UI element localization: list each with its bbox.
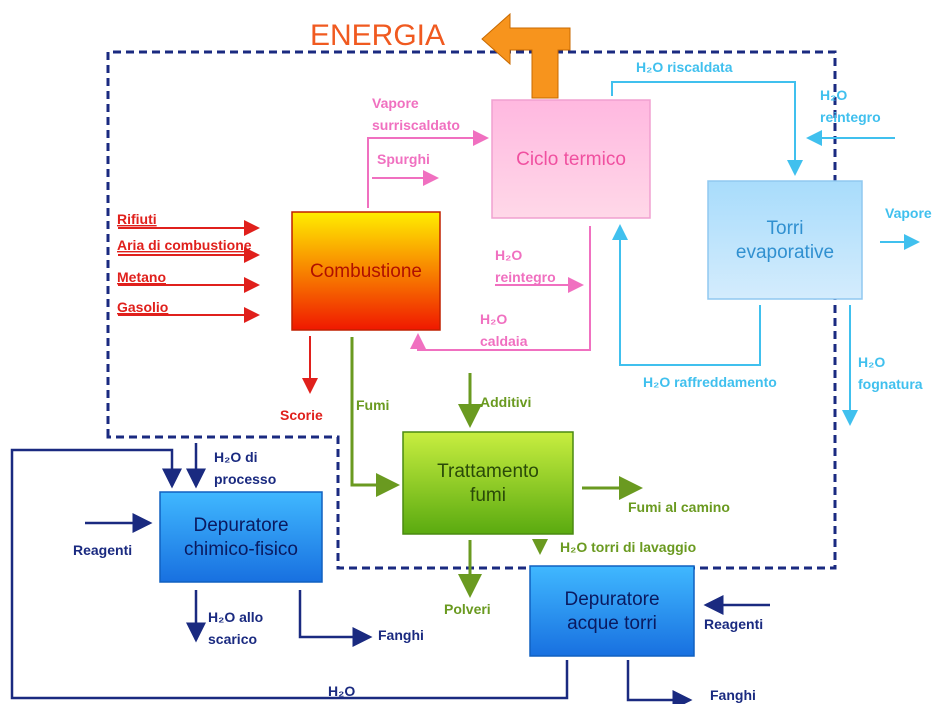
flow-label: H₂O reintegro	[820, 87, 881, 125]
node-label-line: chimico-fisico	[184, 539, 298, 560]
flow-label: H₂O riscaldata	[636, 59, 733, 75]
flow-label-line: Rifiuti	[117, 211, 157, 227]
flow-label-line: H₂O allo	[208, 609, 263, 625]
node-label: Torri evaporative	[736, 218, 834, 263]
flow-label-line: H₂O torri di lavaggio	[560, 539, 696, 555]
flow-label: H₂O fognatura	[858, 354, 923, 392]
flow-label: H₂O raffreddamento	[643, 374, 777, 390]
flow-label-line: H₂O	[328, 683, 355, 699]
node-label: Ciclo termico	[516, 149, 626, 170]
boundary	[106, 50, 837, 570]
node-label-line: acque torri	[567, 613, 657, 634]
flow-label: Additivi	[480, 394, 531, 410]
flow-label-line: H₂O	[858, 354, 885, 370]
flow-label-line: H₂O	[820, 87, 847, 103]
flow-label: Rifiuti	[117, 211, 157, 227]
flow-label-line: Metano	[117, 269, 166, 285]
node-label: Trattamento fumi	[437, 461, 539, 506]
node-box	[402, 431, 574, 535]
flow-label: Aria di combustione	[117, 237, 252, 253]
node-label-line: Torri	[767, 218, 804, 239]
node-label-line: evaporative	[736, 242, 834, 263]
flow-label-line: Fumi	[356, 397, 389, 413]
flow-label: Spurghi	[377, 151, 430, 167]
flow-label: Reagenti	[704, 616, 763, 632]
node: Depuratore acque torri	[529, 565, 695, 657]
node-label: Combustione	[310, 261, 422, 282]
node-label-line: fumi	[470, 485, 506, 506]
flow-label-line: Aria di combustione	[117, 237, 252, 253]
flow-label-line: Fanghi	[378, 627, 424, 643]
node: Depuratore chimico-fisico	[159, 491, 323, 583]
flow-label-line: reintegro	[495, 269, 556, 285]
flow-label: Vapore	[885, 205, 932, 221]
node-box	[291, 211, 441, 331]
flow-label-line: Vapore	[372, 95, 419, 111]
flow-label-line: H₂O riscaldata	[636, 59, 733, 75]
flow-label-line: Fumi al camino	[628, 499, 730, 515]
node-label: Depuratore acque torri	[564, 589, 659, 634]
flow-label: Scorie	[280, 407, 323, 423]
node-box	[159, 491, 323, 583]
node: Ciclo termico	[491, 99, 651, 219]
node: Combustione	[291, 211, 441, 331]
node: Trattamento fumi	[402, 431, 574, 535]
flow-label: Fumi	[356, 397, 389, 413]
node-label-line: Depuratore	[193, 515, 288, 536]
node-label-line: Ciclo termico	[516, 149, 626, 170]
node-label: Depuratore chimico-fisico	[184, 515, 298, 560]
flow-label: Vapore surriscaldato	[372, 95, 460, 133]
flow-label: Metano	[117, 269, 166, 285]
flow-label: H₂O torri di lavaggio	[560, 539, 696, 555]
arrows	[10, 12, 920, 704]
flow-label: H₂O caldaia	[480, 311, 528, 349]
flow-label: Gasolio	[117, 299, 168, 315]
flow-label: Polveri	[444, 601, 491, 617]
node-box	[707, 180, 863, 300]
flow-label-line: H₂O	[480, 311, 507, 327]
flow-label: Fanghi	[378, 627, 424, 643]
flow-label: Fanghi	[710, 687, 756, 703]
flow-label-line: reintegro	[820, 109, 881, 125]
flow-label-line: fognatura	[858, 376, 923, 392]
flow-label-line: Reagenti	[73, 542, 132, 558]
flow-label-line: Spurghi	[377, 151, 430, 167]
flow-label-line: Reagenti	[704, 616, 763, 632]
title: ENERGIA	[310, 19, 445, 52]
flow-label-line: Polveri	[444, 601, 491, 617]
flow-label: H₂O di processo	[214, 449, 276, 487]
labels: Rifiuti Aria di combustione Metano Gasolio S…	[73, 59, 932, 703]
flow-label: Reagenti	[73, 542, 132, 558]
flow-label-line: Gasolio	[117, 299, 168, 315]
node: Torri evaporative	[707, 180, 863, 300]
flow-label-line: processo	[214, 471, 276, 487]
flow-label-line: caldaia	[480, 333, 528, 349]
flow-label-line: H₂O	[495, 247, 522, 263]
flow-label-line: Vapore	[885, 205, 932, 221]
node-box	[529, 565, 695, 657]
flow-label-line: Additivi	[480, 394, 531, 410]
flow-label-line: H₂O raffreddamento	[643, 374, 777, 390]
flow-label: Fumi al camino	[628, 499, 730, 515]
flow-label-line: Fanghi	[710, 687, 756, 703]
node-box	[491, 99, 651, 219]
nodes: Combustione Ciclo termico Torri evaporative…	[159, 99, 863, 657]
flow-label-line: Scorie	[280, 407, 323, 423]
flow-label-line: surriscaldato	[372, 117, 460, 133]
flow-label: H₂O allo scarico	[208, 609, 263, 647]
node-label-line: Trattamento	[437, 461, 539, 482]
flow-label-line: H₂O di	[214, 449, 258, 465]
node-label-line: Combustione	[310, 261, 422, 282]
flow-label-line: scarico	[208, 631, 257, 647]
flow-label: H₂O	[328, 683, 355, 699]
node-label-line: Depuratore	[564, 589, 659, 610]
flow-label: H₂O reintegro	[495, 247, 556, 285]
